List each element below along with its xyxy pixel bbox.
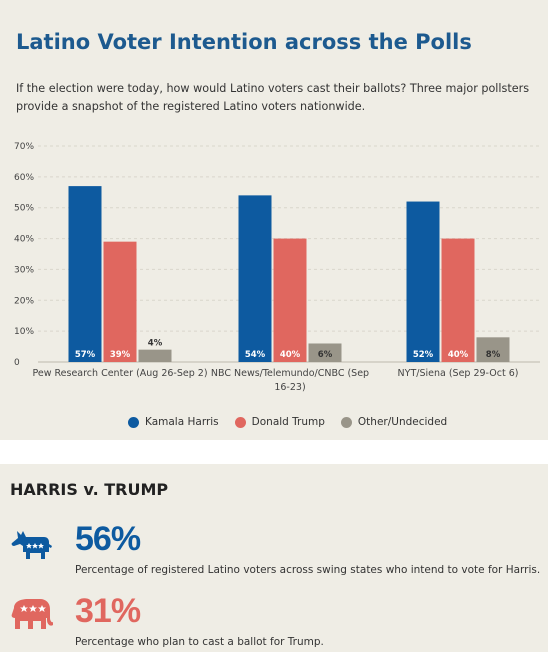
x-category-label: 16-23) xyxy=(274,382,305,393)
stat-desc-trump: Percentage who plan to cast a ballot for… xyxy=(75,636,324,648)
legend-swatch-other xyxy=(340,416,352,428)
elephant-icon xyxy=(11,599,53,629)
bar-value-label: 54% xyxy=(245,350,266,360)
bar-other xyxy=(476,337,510,362)
chart-legend: Kamala Harris Donald Trump Other/Undecid… xyxy=(128,416,447,428)
bar-value-label: 52% xyxy=(413,350,434,360)
bar-harris xyxy=(68,186,102,362)
y-tick-label: 60% xyxy=(14,173,34,183)
bar-chart: 0 10% 20% 30% 40% 50% 60% 70% 57% 39% 4% Pew Resear… xyxy=(14,142,540,393)
bar-value-label: 57% xyxy=(75,350,96,360)
y-tick-label: 70% xyxy=(14,142,34,152)
legend-label-trump: Donald Trump xyxy=(251,416,325,428)
summary-panel: HARRIS v. TRUMP 56% Percentage of regist… xyxy=(0,464,548,652)
bar-value-label: 40% xyxy=(448,350,469,360)
bar-other xyxy=(138,349,172,362)
stat-value-harris: 56% xyxy=(75,520,141,558)
stat-desc-harris: Percentage of registered Latino voters a… xyxy=(75,564,541,576)
legend-label-other: Other/Undecided xyxy=(357,416,448,428)
stat-value-trump: 31% xyxy=(75,592,141,630)
bar-value-label: 6% xyxy=(318,350,333,360)
bar-value-label: 39% xyxy=(110,350,131,360)
bar-value-label: 4% xyxy=(148,339,163,349)
chart-subtitle: If the election were today, how would La… xyxy=(16,82,530,113)
bar-trump xyxy=(441,238,475,362)
bar-other xyxy=(308,343,342,362)
y-tick-label: 40% xyxy=(14,235,34,245)
legend-swatch-harris xyxy=(128,416,139,428)
x-category-label: Pew Research Center (Aug 26-Sep 2) xyxy=(32,368,207,379)
y-tick-label: 50% xyxy=(14,204,34,214)
section-divider xyxy=(0,440,548,464)
legend-item-harris: Kamala Harris xyxy=(128,416,219,428)
y-tick-label: 20% xyxy=(14,296,34,306)
legend-label-harris: Kamala Harris xyxy=(145,416,219,428)
legend-item-other: Other/Undecided xyxy=(340,416,448,428)
chart-panel: Latino Voter Intention across the Polls … xyxy=(14,30,540,428)
bar-harris xyxy=(406,201,440,362)
x-category-label: NBC News/Telemundo/CNBC (Sep xyxy=(211,368,369,379)
bar-harris xyxy=(238,195,272,362)
y-tick-label: 0 xyxy=(14,358,20,368)
legend-item-trump: Donald Trump xyxy=(234,416,325,428)
bar-value-label: 8% xyxy=(486,350,501,360)
bar-trump xyxy=(273,238,307,362)
y-tick-label: 30% xyxy=(14,265,34,275)
legend-swatch-trump xyxy=(234,416,246,428)
chart-title: Latino Voter Intention across the Polls xyxy=(16,30,472,54)
y-tick-label: 10% xyxy=(14,327,34,337)
bar-value-label: 40% xyxy=(280,350,301,360)
summary-title: HARRIS v. TRUMP xyxy=(10,480,169,499)
bar-trump xyxy=(103,241,137,362)
x-category-label: NYT/Siena (Sep 29-Oct 6) xyxy=(398,368,519,379)
donkey-icon xyxy=(11,531,52,559)
